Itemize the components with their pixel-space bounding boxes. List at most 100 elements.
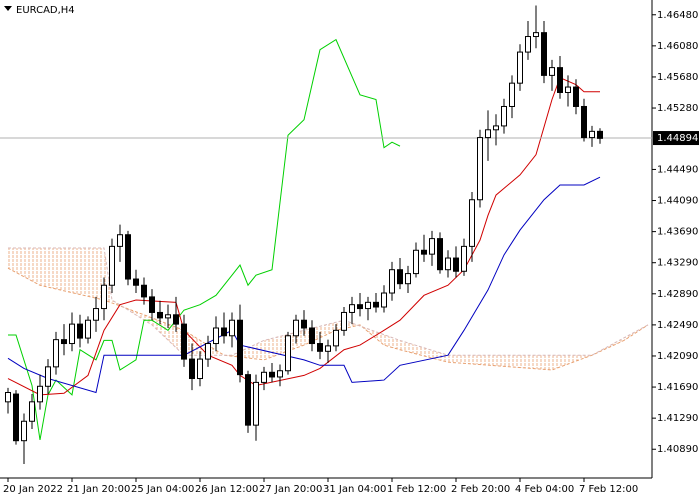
candle-body	[349, 304, 355, 313]
candle-body	[117, 234, 123, 247]
x-tick-label: 27 Jan 20:00	[259, 484, 322, 495]
candle-body	[597, 130, 603, 139]
candle-body	[469, 199, 475, 247]
candle-body	[37, 385, 43, 403]
y-tick-label: 1.44090	[657, 196, 698, 207]
candle-body	[285, 335, 291, 372]
y-tick-label: 1.40890	[657, 444, 698, 455]
candle-body	[493, 125, 499, 131]
candle-body	[5, 392, 11, 403]
candle-body	[101, 284, 107, 310]
candle-body	[13, 393, 19, 442]
candle-body	[197, 358, 203, 380]
candle-body	[133, 278, 139, 286]
candle-body	[173, 314, 179, 325]
candle-body	[517, 51, 523, 84]
candle-body	[341, 311, 347, 331]
candle-body	[157, 311, 163, 319]
candle-body	[357, 304, 363, 310]
last-price-label: 1.44894	[657, 133, 698, 144]
candle-body	[549, 67, 555, 76]
candle-body	[389, 269, 395, 294]
candle-body	[293, 319, 299, 337]
x-tick-label: 4 Feb 04:00	[515, 484, 574, 495]
indicator-line	[8, 38, 401, 441]
y-tick-label: 1.41290	[657, 413, 698, 424]
candle-body	[45, 366, 51, 387]
y-tick-label: 1.42890	[657, 289, 698, 300]
y-tick-label: 1.42490	[657, 320, 698, 331]
indicator-line	[7, 176, 601, 394]
candle-body	[213, 327, 219, 345]
y-tick-label: 1.46480	[657, 10, 698, 21]
candle-body	[261, 371, 267, 383]
candle-body	[77, 323, 83, 339]
candle-body	[269, 371, 275, 378]
candle-body	[541, 32, 547, 76]
x-tick-label: 26 Jan 12:00	[195, 484, 258, 495]
x-tick-label: 25 Jan 04:00	[131, 484, 194, 495]
y-tick-label: 1.43290	[657, 258, 698, 269]
candle-body	[589, 130, 595, 139]
candle-body	[509, 82, 515, 107]
candle-body	[277, 370, 283, 378]
y-tick-label: 1.45680	[657, 72, 698, 83]
candle-body	[421, 249, 427, 255]
candle-body	[437, 238, 443, 271]
candle-body	[533, 32, 539, 38]
candle-body	[525, 36, 531, 53]
candle-body	[237, 319, 243, 376]
candle-body	[141, 284, 147, 298]
x-tick-label: 21 Jan 20:00	[67, 484, 130, 495]
candle-body	[309, 327, 315, 345]
candle-body	[581, 105, 587, 139]
candle-body	[477, 137, 483, 201]
candle-body	[245, 374, 251, 426]
candle-body	[573, 86, 579, 107]
candle-body	[413, 249, 419, 275]
x-tick-label: 2 Feb 20:00	[451, 484, 510, 495]
candle-body	[429, 238, 435, 255]
candle-body	[445, 257, 451, 271]
candle-body	[29, 401, 35, 422]
candle-body	[365, 301, 371, 310]
x-tick-label: 7 Feb 12:00	[579, 484, 638, 495]
candle-body	[21, 420, 27, 442]
candle-body	[501, 105, 507, 127]
candle-body	[61, 339, 67, 345]
candle-body	[405, 273, 411, 285]
last-price-box	[653, 131, 699, 146]
x-tick-label: 1 Feb 12:00	[387, 484, 446, 495]
chart-title: EURCAD,H4	[16, 5, 75, 16]
plot-area	[0, 0, 652, 478]
candle-body	[453, 257, 459, 272]
candle-body	[149, 296, 155, 313]
candle-body	[333, 329, 339, 347]
candle-body	[109, 245, 115, 286]
x-tick-label: 31 Jan 04:00	[323, 484, 386, 495]
x-tick-label: 20 Jan 2022	[3, 484, 63, 495]
candle-body	[189, 358, 195, 380]
candle-body	[253, 381, 259, 426]
y-tick-label: 1.42090	[657, 351, 698, 362]
indicator-line	[7, 77, 600, 396]
candle-body	[205, 343, 211, 360]
candle-body	[461, 245, 467, 272]
candle-body	[165, 314, 171, 319]
candle-body	[181, 323, 187, 360]
candle-body	[485, 129, 491, 139]
candle-body	[317, 343, 323, 352]
y-tick-label: 1.46080	[657, 41, 698, 52]
y-tick-label: 1.43690	[657, 227, 698, 238]
menu-arrow[interactable]	[4, 6, 12, 11]
y-tick-label: 1.41690	[657, 382, 698, 393]
candle-body	[325, 345, 331, 352]
candle-body	[301, 319, 307, 329]
candle-body	[221, 327, 227, 337]
candle-body	[557, 67, 563, 93]
candle-body	[565, 86, 571, 93]
candle-body	[373, 301, 379, 308]
y-tick-label: 1.44490	[657, 164, 698, 175]
